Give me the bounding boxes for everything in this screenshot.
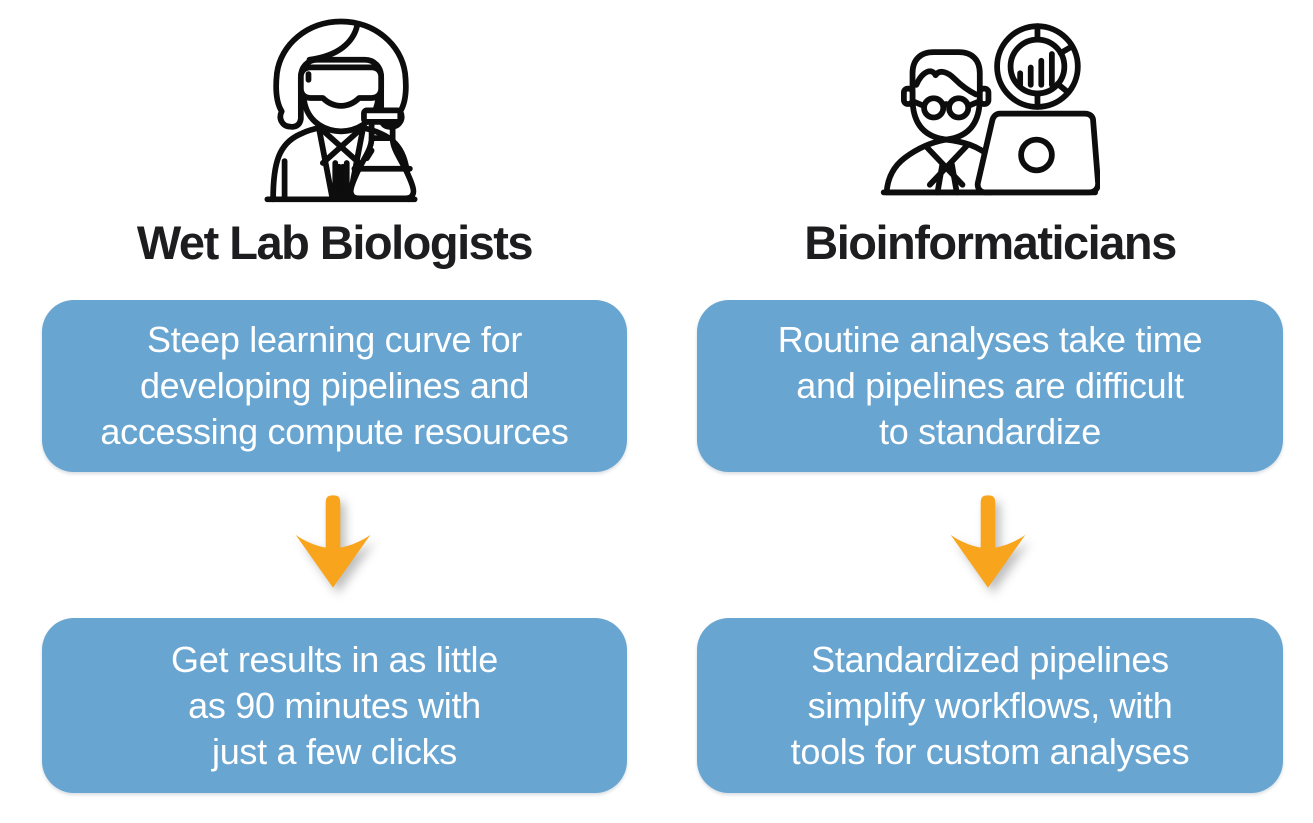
problem-line: and pipelines are difficult bbox=[796, 365, 1184, 406]
problem-line: accessing compute resources bbox=[100, 411, 569, 452]
column-title-wet-lab: Wet Lab Biologists bbox=[136, 215, 534, 269]
column-title-bioinformaticians: Bioinformaticians bbox=[804, 215, 1177, 269]
bioinformatician-laptop-chart-icon bbox=[874, 6, 1100, 203]
solution-line: just a few clicks bbox=[212, 730, 457, 772]
problem-line: developing pipelines and bbox=[139, 365, 530, 406]
problem-line: Routine analyses take time bbox=[777, 319, 1203, 360]
solution-line: simplify workflows, with bbox=[807, 684, 1173, 726]
solution-box-wet-lab: Get results in as little as 90 minutes w… bbox=[42, 618, 627, 793]
solution-line: Get results in as little bbox=[171, 638, 498, 680]
solution-line: as 90 minutes with bbox=[188, 684, 481, 726]
down-arrow-icon bbox=[295, 495, 371, 588]
solution-box-bioinformaticians: Standardized pipelines simplify workflow… bbox=[697, 618, 1283, 793]
scientist-with-flask-icon bbox=[250, 10, 432, 206]
solution-line: Standardized pipelines bbox=[811, 638, 1169, 680]
problem-box-wet-lab: Steep learning curve for developing pipe… bbox=[42, 300, 627, 472]
solution-line: tools for custom analyses bbox=[790, 730, 1190, 772]
down-arrow-icon bbox=[950, 495, 1026, 588]
problem-box-bioinformaticians: Routine analyses take time and pipelines… bbox=[697, 300, 1283, 472]
problem-line: Steep learning curve for bbox=[146, 319, 523, 360]
problem-line: to standardize bbox=[879, 411, 1101, 452]
